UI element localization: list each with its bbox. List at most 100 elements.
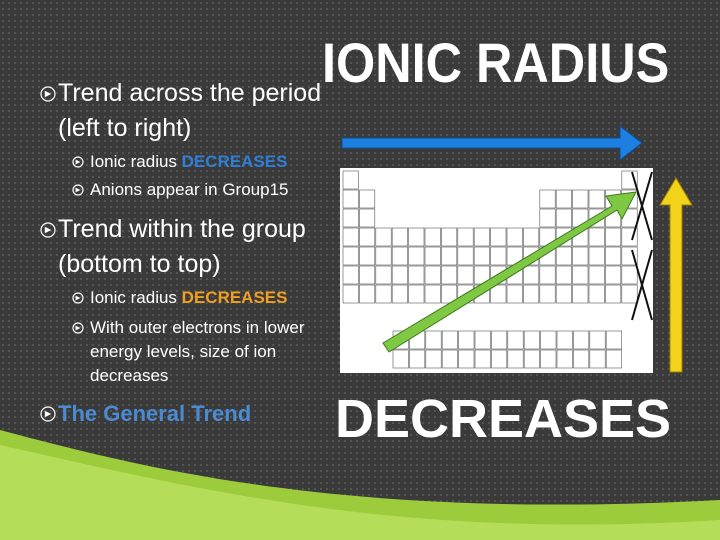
element-cell bbox=[391, 284, 408, 304]
element-cell bbox=[359, 284, 376, 304]
element-cell bbox=[457, 246, 474, 266]
element-cell bbox=[424, 265, 441, 285]
sub-bullet: Ionic radius DECREASES bbox=[90, 150, 350, 174]
element-cell bbox=[605, 284, 622, 304]
element-cell bbox=[458, 349, 475, 369]
element-cell bbox=[408, 265, 425, 285]
sub-bullet: Anions appear in Group15 bbox=[90, 180, 289, 199]
element-cell bbox=[491, 349, 508, 369]
element-cell bbox=[605, 227, 622, 247]
element-cell bbox=[555, 265, 572, 285]
element-cell bbox=[409, 349, 426, 369]
bullet: The General Trend bbox=[58, 401, 252, 426]
element-cell bbox=[523, 265, 540, 285]
element-cell bbox=[588, 189, 605, 209]
element-cell bbox=[523, 284, 540, 304]
element-cell bbox=[375, 265, 392, 285]
element-cell bbox=[408, 227, 425, 247]
element-cell bbox=[342, 265, 359, 285]
element-cell bbox=[605, 246, 622, 266]
element-cell bbox=[588, 227, 605, 247]
element-cell bbox=[555, 246, 572, 266]
element-cell bbox=[506, 227, 523, 247]
element-cell bbox=[490, 227, 507, 247]
element-cell bbox=[539, 208, 556, 228]
emphasis: DECREASES bbox=[181, 152, 288, 171]
element-cell bbox=[424, 284, 441, 304]
bullet: Trend within the group (bottom to top) bbox=[58, 215, 306, 278]
element-cell bbox=[589, 330, 606, 350]
element-cell bbox=[424, 246, 441, 266]
element-cell bbox=[375, 246, 392, 266]
cross-out bbox=[631, 171, 653, 321]
element-cell bbox=[441, 330, 458, 350]
element-cell bbox=[605, 330, 622, 350]
element-cell bbox=[588, 246, 605, 266]
element-cell bbox=[523, 227, 540, 247]
element-cell bbox=[457, 227, 474, 247]
element-cell bbox=[391, 246, 408, 266]
element-cell bbox=[408, 246, 425, 266]
element-cell bbox=[605, 349, 622, 369]
element-cell bbox=[408, 284, 425, 304]
element-cell bbox=[539, 284, 556, 304]
element-cell bbox=[539, 265, 556, 285]
element-cell bbox=[391, 227, 408, 247]
element-cell bbox=[556, 349, 573, 369]
bullet-icon bbox=[72, 184, 84, 196]
element-cell bbox=[441, 246, 458, 266]
emphasis: DECREASES bbox=[181, 288, 288, 307]
element-cell bbox=[572, 265, 589, 285]
bullet-icon bbox=[40, 406, 56, 422]
element-cell bbox=[491, 330, 508, 350]
element-cell bbox=[359, 246, 376, 266]
element-cell bbox=[441, 349, 458, 369]
blue-arrow bbox=[341, 124, 643, 162]
yellow-arrow bbox=[659, 177, 693, 373]
element-cell bbox=[392, 349, 409, 369]
element-cell bbox=[540, 330, 557, 350]
element-cell bbox=[359, 265, 376, 285]
element-cell bbox=[342, 246, 359, 266]
element-cell bbox=[441, 265, 458, 285]
element-cell bbox=[539, 189, 556, 209]
element-cell bbox=[588, 284, 605, 304]
slide-title: IONIC RADIUS bbox=[322, 31, 670, 94]
bullet-icon bbox=[40, 86, 56, 102]
text: Ionic radius bbox=[90, 152, 177, 171]
element-cell bbox=[375, 227, 392, 247]
element-cell bbox=[473, 227, 490, 247]
bullet-icon bbox=[40, 222, 56, 238]
element-cell bbox=[375, 284, 392, 304]
element-cell bbox=[425, 349, 442, 369]
element-cell bbox=[588, 265, 605, 285]
element-cell bbox=[555, 208, 572, 228]
element-cell bbox=[523, 349, 540, 369]
element-cell bbox=[573, 330, 590, 350]
element-cell bbox=[589, 349, 606, 369]
element-cell bbox=[605, 265, 622, 285]
element-cell bbox=[359, 189, 376, 209]
sub-bullet: With outer electrons in lower energy lev… bbox=[90, 318, 305, 385]
conclusion: DECREASES bbox=[335, 389, 672, 449]
element-cell bbox=[473, 246, 490, 266]
bullet: Trend across the period (left to right) bbox=[58, 79, 322, 142]
element-cell bbox=[359, 208, 376, 228]
element-cell bbox=[572, 246, 589, 266]
element-cell bbox=[523, 330, 540, 350]
element-cell bbox=[441, 227, 458, 247]
sub-bullet: Ionic radius DECREASES bbox=[90, 286, 350, 310]
element-cell bbox=[507, 330, 524, 350]
element-cell bbox=[425, 330, 442, 350]
element-cell bbox=[621, 265, 638, 285]
element-cell bbox=[342, 208, 359, 228]
element-cell bbox=[342, 227, 359, 247]
element-cell bbox=[621, 284, 638, 304]
element-cell bbox=[359, 227, 376, 247]
element-cell bbox=[540, 349, 557, 369]
bullet-icon bbox=[72, 322, 84, 334]
element-cell bbox=[555, 284, 572, 304]
element-cell bbox=[507, 349, 524, 369]
